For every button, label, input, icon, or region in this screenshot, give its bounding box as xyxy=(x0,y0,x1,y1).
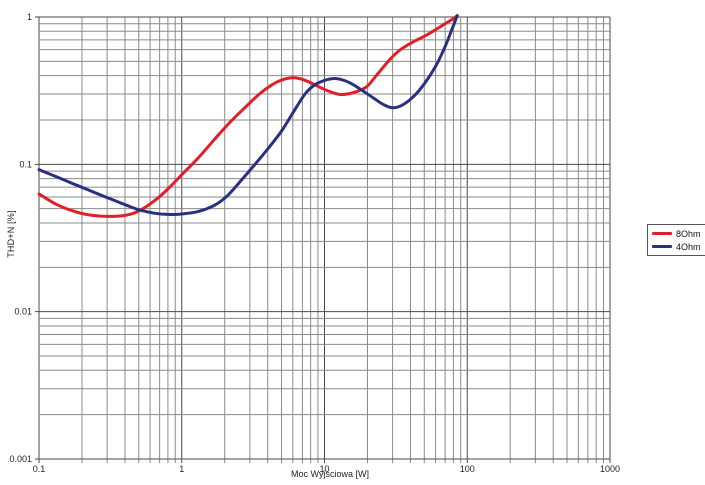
y-tick-label: 0.1 xyxy=(19,159,32,169)
y-tick-label: 1 xyxy=(27,12,32,22)
x-tick-label: 0.1 xyxy=(33,464,46,474)
y-tick-label: 0.01 xyxy=(14,307,32,317)
y-tick-label: 0.001 xyxy=(9,454,32,464)
legend-item-8ohm: 8Ohm xyxy=(652,228,701,239)
series-4ohm-line xyxy=(37,14,459,216)
legend-swatch-8ohm-line xyxy=(652,232,672,235)
x-tick-label: 1 xyxy=(179,464,184,474)
y-axis-title: THD+N [%] xyxy=(6,210,16,258)
legend-item-4ohm: 4Ohm xyxy=(652,241,701,252)
legend-label-8ohm: 8Ohm xyxy=(676,228,701,239)
x-tick-label: 100 xyxy=(460,464,475,474)
x-tick-label: 1000 xyxy=(600,464,620,474)
legend: 8Ohm 4Ohm xyxy=(647,224,705,256)
x-tick-label: 10 xyxy=(319,464,329,474)
x-axis-title: Moc Wyjściowa [W] xyxy=(291,469,369,479)
series-8ohm-line xyxy=(37,14,459,218)
legend-swatch-4ohm-line xyxy=(652,245,672,248)
legend-label-4ohm: 4Ohm xyxy=(676,241,701,252)
